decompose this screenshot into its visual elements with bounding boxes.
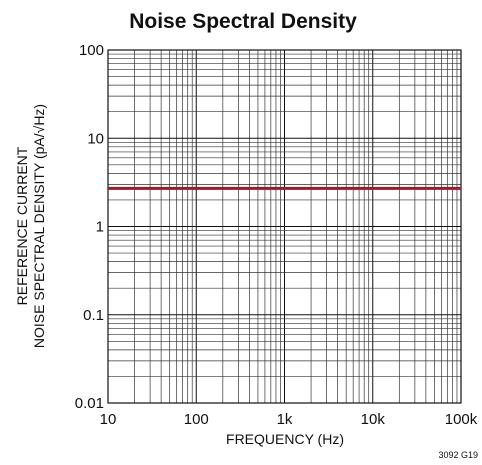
- x-axis-label: FREQUENCY (Hz): [226, 431, 344, 447]
- grid: [108, 50, 461, 403]
- y-axis-label-line2: NOISE SPECTRAL DENSITY (pA/√Hz): [31, 104, 47, 348]
- x-tick-labels: 10 100 1k 10k 100k: [100, 411, 478, 428]
- y-tick-label: 10: [87, 130, 104, 147]
- chart-title: Noise Spectral Density: [129, 10, 357, 33]
- plot-frame: [107, 49, 462, 404]
- x-tick-label: 1k: [277, 411, 293, 428]
- x-tick-label: 100k: [445, 411, 478, 428]
- y-tick-label: 0.1: [83, 307, 104, 324]
- y-tick-label: 0.01: [75, 395, 104, 412]
- x-tick-label: 10k: [361, 411, 386, 428]
- y-tick-label: 1: [96, 219, 104, 236]
- y-axis-label-line1: REFERENCE CURRENT: [14, 146, 30, 305]
- figure-code: 3092 G19: [438, 450, 478, 460]
- x-tick-label: 10: [100, 411, 117, 428]
- x-tick-label: 100: [184, 411, 209, 428]
- y-tick-label: 100: [79, 42, 104, 59]
- y-tick-labels: 100 10 1 0.1 0.01: [75, 42, 104, 412]
